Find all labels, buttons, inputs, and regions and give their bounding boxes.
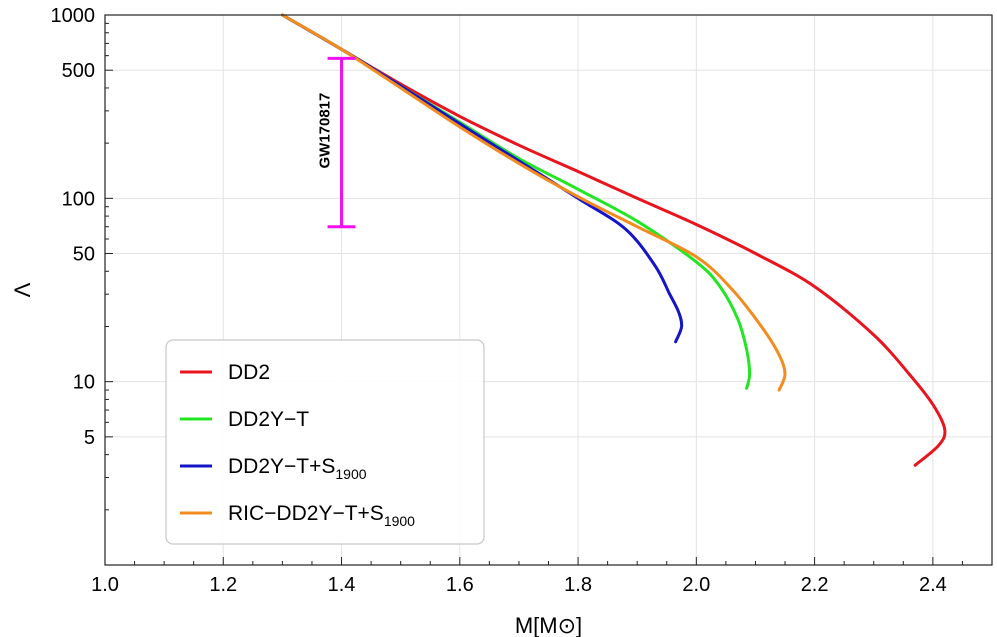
x-tick-label: 2.2 [801, 574, 829, 596]
series-layer [280, 13, 947, 467]
x-tick-label: 1.2 [209, 574, 237, 596]
y-tick-label: 1000 [51, 5, 96, 27]
legend-label-1: DD2 [228, 361, 270, 384]
tick-layer: 1.0 1.2 1.4 1.6 1.8 2.0 2.2 2.4 5 10 50 100 500 1000 [51, 5, 963, 596]
y-tick-label: 100 [62, 188, 95, 210]
x-tick-label: 1.6 [446, 574, 474, 596]
y-tick-label: 50 [73, 244, 95, 266]
y-tick-label: 500 [62, 60, 95, 82]
series-line-1 [280, 13, 947, 467]
legend-box [165, 339, 485, 545]
legend-label-2: DD2Y−T [228, 408, 309, 431]
x-tick-label: 2.0 [682, 574, 710, 596]
legend-subscript: 1900 [335, 466, 366, 482]
legend-subscript: 1900 [384, 513, 415, 529]
y-axis-label: Λ [10, 282, 35, 297]
y-tick-label: 10 [73, 372, 95, 394]
x-tick-label: 1.4 [328, 574, 356, 596]
x-axis-label: M[M⊙] [515, 613, 582, 637]
series-line-4 [280, 13, 787, 392]
legend-label-3: DD2Y−T+S1900 [228, 455, 367, 482]
x-tick-label: 2.4 [919, 574, 947, 596]
x-tick-label: 1.0 [91, 574, 119, 596]
y-tick-label: 5 [84, 427, 95, 449]
annotation-layer: GW170817 [317, 56, 356, 229]
gw170817-label: GW170817 [317, 93, 334, 169]
x-tick-label: 1.8 [564, 574, 592, 596]
